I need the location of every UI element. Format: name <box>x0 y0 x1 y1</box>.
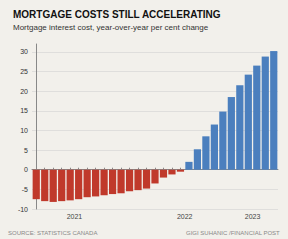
svg-text:Mortgage interest cost, year-o: Mortgage interest cost, year-over-year p… <box>13 23 209 32</box>
svg-text:2023: 2023 <box>245 213 261 220</box>
svg-text:MORTGAGE COSTS STILL ACCELERAT: MORTGAGE COSTS STILL ACCELERATING <box>13 9 221 20</box>
svg-text:SOURCE: STATISTICS CANADA: SOURCE: STATISTICS CANADA <box>8 230 97 236</box>
svg-text:-5: -5 <box>22 186 28 193</box>
svg-text:2022: 2022 <box>177 213 193 220</box>
svg-text:5: 5 <box>24 147 28 154</box>
svg-text:20: 20 <box>20 88 28 95</box>
svg-text:0: 0 <box>24 166 28 173</box>
svg-text:-10: -10 <box>18 206 28 213</box>
svg-text:2021: 2021 <box>67 213 83 220</box>
svg-text:10: 10 <box>20 127 28 134</box>
svg-text:30: 30 <box>20 48 28 55</box>
svg-text:15: 15 <box>20 107 28 114</box>
svg-text:25: 25 <box>20 68 28 75</box>
svg-text:GIGI SUHANIC /FINANCIAL POST: GIGI SUHANIC /FINANCIAL POST <box>186 230 280 236</box>
